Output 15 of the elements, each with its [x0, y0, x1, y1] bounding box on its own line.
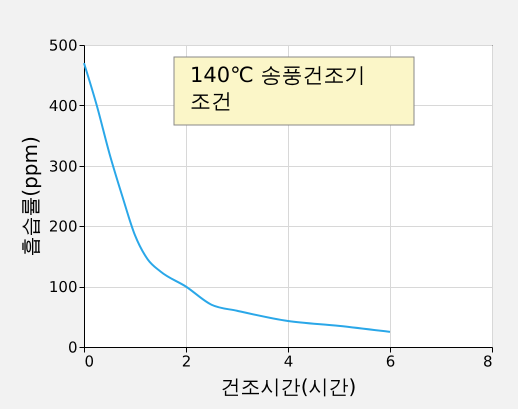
x-tick-label: 2 [182, 352, 192, 370]
y-tick-label: 300 [48, 157, 78, 176]
y-tick-label: 400 [48, 96, 78, 115]
y-tick-label: 500 [48, 36, 78, 54]
y-axis-title: 흡습률(ppm) [18, 136, 42, 257]
x-axis-title: 건조시간(시간) [220, 374, 356, 398]
x-tick-label: 4 [284, 352, 294, 370]
x-tick-label: 8 [482, 352, 492, 370]
y-tick-label: 200 [48, 218, 78, 236]
x-tick-label: 6 [386, 352, 396, 370]
y-tick-label: 0 [68, 338, 78, 356]
y-tick-label: 100 [48, 278, 78, 296]
line-series [83, 62, 391, 333]
x-tick-label: 0 [84, 352, 94, 370]
annotation: 140℃ 송풍건조기 조건 [190, 63, 366, 113]
